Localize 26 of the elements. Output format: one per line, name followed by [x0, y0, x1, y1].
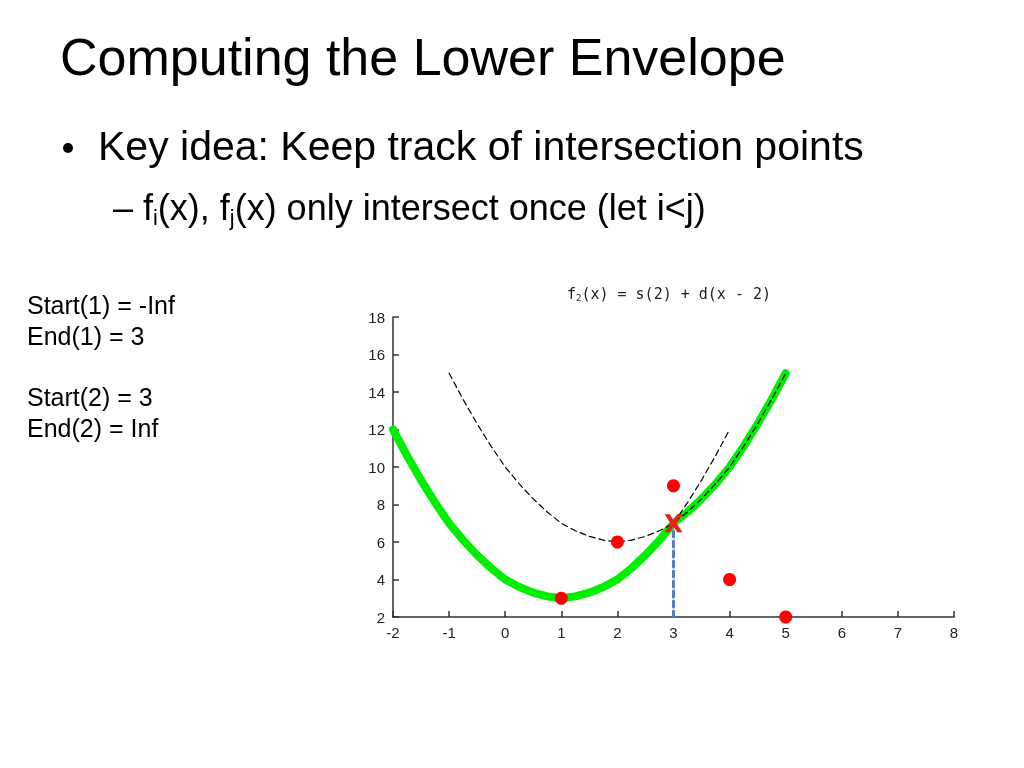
x-tick-label: 3	[669, 624, 678, 641]
y-tick-label: 10	[368, 458, 385, 476]
x-tick-label: 6	[837, 624, 846, 641]
y-tick-label: 12	[368, 421, 385, 438]
x-tick-label: 8	[949, 624, 959, 641]
y-tick-label: 16	[368, 346, 385, 363]
y-tick-label: 6	[376, 533, 385, 551]
x-tick-label: 2	[613, 624, 622, 641]
x-tick-label: 5	[781, 624, 790, 641]
x-tick-label: 1	[557, 624, 566, 641]
x-tick-label: 4	[725, 624, 734, 641]
x-tick-label: -2	[386, 624, 400, 641]
chart-subtitle: f$_{2}$(x) = s(2) + d(x - 2)	[565, 285, 773, 304]
x-tick-label: 0	[501, 624, 510, 641]
y-tick-label: 14	[368, 383, 385, 401]
y-tick-label: 4	[376, 571, 385, 588]
x-tick-label: 7	[893, 624, 903, 641]
text: Start(2) = 3 End(2) = Inf	[27, 382, 159, 444]
y-tick-label: 2	[376, 608, 385, 626]
y-tick-label: 8	[376, 496, 385, 513]
text: – f$_{i}$(x), f$_{j}$(x) only intersect once (let i<j)	[113, 187, 706, 231]
x-tick-label: -1	[442, 624, 456, 641]
chart-title: Computing the Lower Envelope	[60, 27, 786, 87]
text: Key idea: Keep track of intersection points	[98, 123, 864, 170]
y-tick-label: 18	[368, 308, 385, 326]
text: Start(1) = -Inf End(1) = 3	[27, 290, 175, 352]
